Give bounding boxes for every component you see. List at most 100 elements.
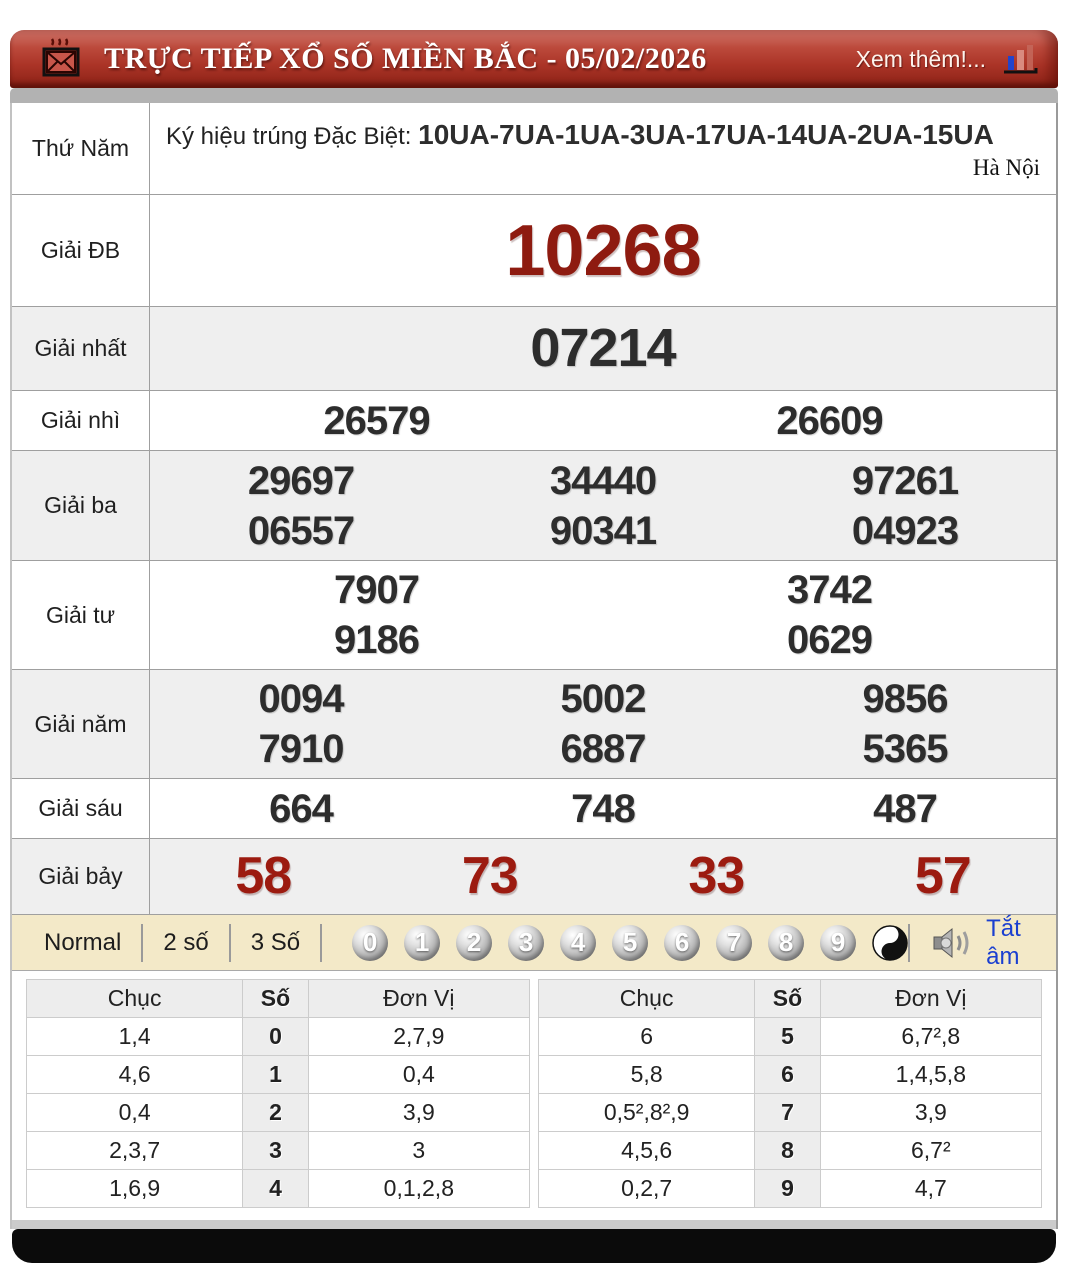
mute-label[interactable]: Tắt âm <box>986 914 1021 970</box>
prize-number: 26579 <box>323 398 430 443</box>
bar-chart-icon[interactable] <box>1000 42 1040 76</box>
prize-row-third: Giải ba 29697 34440 97261 06557 90341 04… <box>12 451 1056 561</box>
prize-row-fifth: Giải năm 0094 5002 9856 7910 6887 5365 <box>12 670 1056 779</box>
col-header-digit: Số <box>754 979 821 1018</box>
control-bar: Normal 2 số 3 Số 0 1 2 3 4 5 6 7 8 9 <box>12 915 1056 971</box>
digit-cell: 4 <box>242 1169 309 1208</box>
tens-cell: 4,6 <box>25 1055 244 1094</box>
mute-control[interactable]: Tắt âm <box>908 915 1038 971</box>
prize-row-fourth: Giải tư 7907 3742 9186 0629 <box>12 561 1056 670</box>
prize-number: 748 <box>571 786 636 831</box>
prize-number: 3742 <box>787 568 873 612</box>
prize-number: 06557 <box>247 508 355 553</box>
digit-cell: 5 <box>754 1017 821 1056</box>
yin-yang-icon[interactable] <box>872 924 908 961</box>
ball-7[interactable]: 7 <box>716 924 753 961</box>
digit-cell: 2 <box>242 1093 309 1132</box>
tens-cell: 0,4 <box>25 1093 244 1132</box>
prize-number-special: 10268 <box>505 210 701 291</box>
table-row: 4,5,6 8 6,7² <box>537 1131 1043 1170</box>
prize-number: 5365 <box>862 727 949 771</box>
prize-label: Giải bảy <box>12 839 150 914</box>
digit-cell: 3 <box>242 1131 309 1170</box>
tab-3-digits[interactable]: 3 Số <box>250 928 301 956</box>
ball-0[interactable]: 0 <box>352 924 389 961</box>
prize-row-second: Giải nhì 26579 26609 <box>12 391 1056 451</box>
prize-number: 90341 <box>549 508 657 553</box>
weekday-label: Thứ Năm <box>12 103 150 194</box>
page-header: TRỰC TIẾP XỔ SỐ MIỀN BẮC - 05/02/2026 Xe… <box>10 30 1058 88</box>
prize-row-first: Giải nhất 07214 <box>12 307 1056 391</box>
table-header-row: Chục Số Đơn Vị <box>537 979 1043 1018</box>
col-header-digit: Số <box>242 979 309 1018</box>
prize-number: 26609 <box>776 398 883 443</box>
tens-cell: 0,2,7 <box>537 1169 756 1208</box>
results-panel: Thứ Năm Ký hiệu trúng Đặc Biệt: 10UA-7UA… <box>10 103 1058 1220</box>
table-header-row: Chục Số Đơn Vị <box>25 979 531 1018</box>
symbol-label: Ký hiệu trúng Đặc Biệt: <box>166 123 419 150</box>
prize-number: 58 <box>235 847 292 905</box>
digit-cell: 7 <box>754 1093 821 1132</box>
prize-label: Giải ĐB <box>12 195 150 306</box>
tens-cell: 4,5,6 <box>537 1131 756 1170</box>
prize-row-sixth: Giải sáu 664 748 487 <box>12 779 1056 839</box>
table-row: 5,8 6 1,4,5,8 <box>537 1055 1043 1094</box>
prize-number: 0629 <box>787 618 873 662</box>
prize-number: 9186 <box>334 618 420 662</box>
tab-2-digits[interactable]: 2 số <box>163 928 209 956</box>
prize-number: 9856 <box>862 677 949 721</box>
prize-number: 6887 <box>560 727 647 771</box>
prize-label: Giải nhì <box>12 391 150 450</box>
table-row: 0,2,7 9 4,7 <box>537 1169 1043 1208</box>
ball-2[interactable]: 2 <box>456 924 493 961</box>
units-cell: 0,1,2,8 <box>307 1169 531 1208</box>
tab-divider <box>320 923 323 962</box>
header-divider <box>10 88 1058 103</box>
prize-number: 07214 <box>530 317 676 378</box>
ball-4[interactable]: 4 <box>560 924 597 961</box>
info-row: Thứ Năm Ký hiệu trúng Đặc Biệt: 10UA-7UA… <box>12 103 1056 195</box>
digit-cell: 1 <box>242 1055 309 1094</box>
digit-cell: 6 <box>754 1055 821 1094</box>
prize-number: 5002 <box>560 677 647 721</box>
units-cell: 1,4,5,8 <box>819 1055 1043 1094</box>
tab-normal[interactable]: Normal <box>44 928 122 956</box>
prize-row-seventh: Giải bảy 58 73 33 57 <box>12 839 1056 915</box>
prize-number: 664 <box>269 786 334 831</box>
lottery-page: TRỰC TIẾP XỔ SỐ MIỀN BẮC - 05/02/2026 Xe… <box>10 30 1058 1263</box>
tens-cell: 6 <box>537 1017 756 1056</box>
speaker-icon[interactable] <box>932 927 976 959</box>
prize-label: Giải ba <box>12 451 150 560</box>
prize-number: 73 <box>461 847 519 905</box>
prize-number: 0094 <box>258 677 345 721</box>
ball-9[interactable]: 9 <box>820 924 857 961</box>
prize-number: 57 <box>914 847 972 905</box>
col-header-tens: Chục <box>537 979 756 1018</box>
digit-balls: 0 1 2 3 4 5 6 7 8 9 <box>352 924 908 961</box>
prize-number: 7910 <box>258 727 345 771</box>
units-cell: 0,4 <box>307 1055 531 1094</box>
tab-divider <box>141 923 144 962</box>
stats-table-right: Chục Số Đơn Vị 6 5 6,7²,8 5,8 6 1,4,5,8 … <box>537 979 1043 1208</box>
col-header-tens: Chục <box>25 979 244 1018</box>
tens-cell: 1,6,9 <box>25 1169 244 1208</box>
ball-6[interactable]: 6 <box>664 924 701 961</box>
page-shadow-base <box>12 1229 1056 1263</box>
ball-1[interactable]: 1 <box>404 924 441 961</box>
tab-divider <box>228 923 231 962</box>
see-more-link[interactable]: Xem thêm!... <box>855 45 986 72</box>
ball-3[interactable]: 3 <box>508 924 545 961</box>
region-label: Hà Nội <box>972 155 1040 181</box>
stats-table-left: Chục Số Đơn Vị 1,4 0 2,7,9 4,6 1 0,4 0,4… <box>25 979 531 1208</box>
tens-cell: 2,3,7 <box>25 1131 244 1170</box>
symbol-codes: 10UA-7UA-1UA-3UA-17UA-14UA-2UA-15UA <box>418 119 994 150</box>
table-row: 1,4 0 2,7,9 <box>25 1017 531 1056</box>
digit-stats: Chục Số Đơn Vị 1,4 0 2,7,9 4,6 1 0,4 0,4… <box>12 971 1056 1220</box>
table-row: 0,4 2 3,9 <box>25 1093 531 1132</box>
ball-8[interactable]: 8 <box>768 924 805 961</box>
page-bottom-edge <box>10 1220 1058 1229</box>
tens-cell: 1,4 <box>25 1017 244 1056</box>
ball-5[interactable]: 5 <box>612 924 649 961</box>
table-row: 6 5 6,7²,8 <box>537 1017 1043 1056</box>
prize-number: 7907 <box>334 568 420 612</box>
